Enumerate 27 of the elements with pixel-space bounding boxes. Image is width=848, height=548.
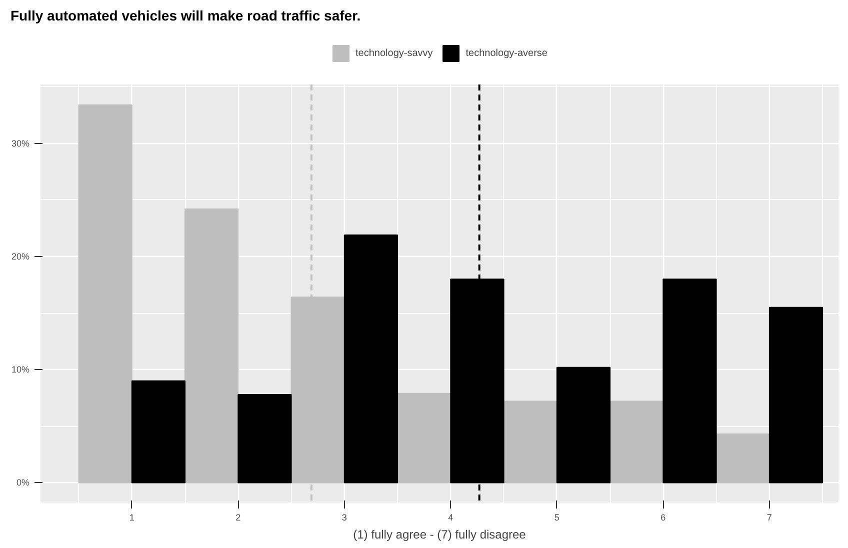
legend-label: technology-averse xyxy=(466,48,548,58)
bar xyxy=(184,208,239,484)
x-tick-label: 7 xyxy=(766,512,772,522)
y-tick-label: 0% xyxy=(16,478,30,488)
x-tick-label: 3 xyxy=(342,512,347,522)
x-axis-title: (1) fully agree - (7) fully disagree xyxy=(353,528,526,542)
x-tick-label: 5 xyxy=(554,512,560,522)
bar xyxy=(503,400,558,484)
bar xyxy=(344,234,398,484)
bar xyxy=(131,380,186,484)
bar xyxy=(78,104,132,484)
bar xyxy=(610,400,664,484)
bar xyxy=(397,392,452,484)
y-tick-label: 30% xyxy=(11,138,30,148)
x-tick-label: 4 xyxy=(448,512,454,522)
y-tick-label: 20% xyxy=(11,251,30,262)
bar xyxy=(768,306,824,484)
chart-title: Fully automated vehicles will make road traffic safer. xyxy=(10,8,361,24)
bar xyxy=(716,434,770,484)
bar xyxy=(556,366,611,484)
y-tick-label: 10% xyxy=(11,364,30,375)
bar xyxy=(662,278,717,484)
x-tick-label: 1 xyxy=(129,512,134,522)
bar xyxy=(238,394,292,484)
legend-label: technology-savvy xyxy=(356,48,433,58)
x-tick-label: 2 xyxy=(236,512,241,522)
x-tick-label: 6 xyxy=(660,512,666,522)
